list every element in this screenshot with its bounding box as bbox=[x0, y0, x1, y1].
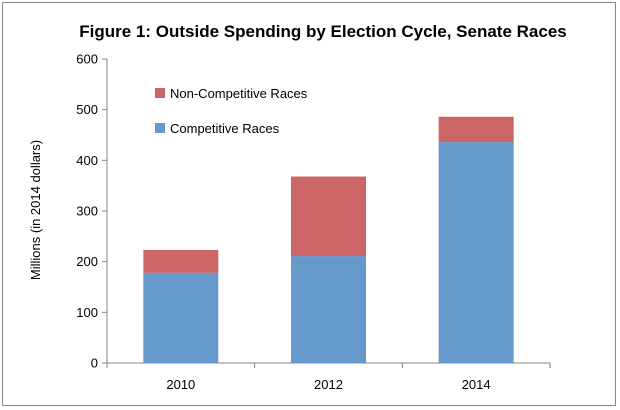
legend-label-competitive: Competitive Races bbox=[170, 121, 280, 136]
bar-competitive-2012 bbox=[291, 256, 366, 363]
y-tick-label: 300 bbox=[76, 204, 98, 219]
x-tick-label: 2010 bbox=[166, 377, 195, 392]
legend-label-non-competitive: Non-Competitive Races bbox=[170, 86, 308, 101]
legend-swatch-non-competitive bbox=[155, 88, 165, 98]
bar-non-competitive-2012 bbox=[291, 176, 366, 257]
chart-title: Figure 1: Outside Spending by Election C… bbox=[79, 22, 566, 41]
y-tick-label: 400 bbox=[76, 153, 98, 168]
y-tick-label: 200 bbox=[76, 254, 98, 269]
y-axis-label: Millions (in 2014 dollars) bbox=[28, 140, 43, 280]
bars bbox=[143, 116, 514, 363]
legend: Non-Competitive Races Competitive Races bbox=[155, 86, 308, 136]
bar-non-competitive-2014 bbox=[438, 116, 514, 143]
legend-swatch-competitive bbox=[155, 123, 165, 133]
bar-competitive-2010 bbox=[143, 272, 219, 363]
y-tick-label: 500 bbox=[76, 102, 98, 117]
x-tick-labels: 2010 2012 2014 bbox=[166, 377, 490, 392]
x-tick-label: 2014 bbox=[462, 377, 491, 392]
y-tick-label: 0 bbox=[91, 356, 98, 371]
y-tick-label: 600 bbox=[76, 52, 98, 67]
y-tick-label: 100 bbox=[76, 305, 98, 320]
bar-competitive-2014 bbox=[438, 142, 514, 363]
x-tick-label: 2012 bbox=[314, 377, 343, 392]
y-tick-labels: 0 100 200 300 400 500 600 bbox=[76, 52, 107, 371]
bar-non-competitive-2010 bbox=[143, 250, 219, 273]
